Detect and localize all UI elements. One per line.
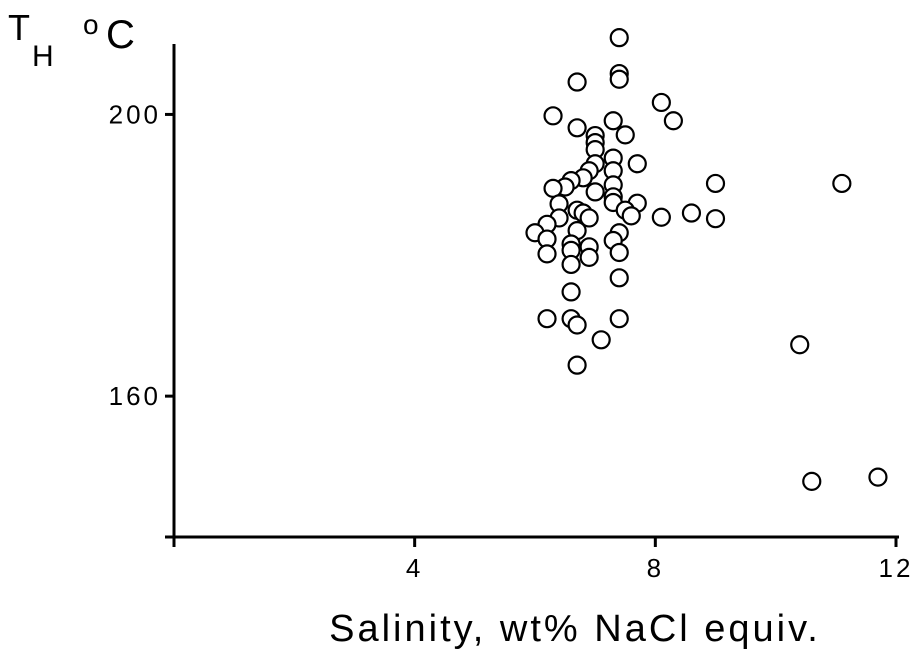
data-point — [567, 118, 587, 138]
data-point — [705, 173, 726, 194]
ticks — [165, 112, 898, 547]
y-tick-label: 200 — [109, 99, 161, 129]
data-point — [663, 111, 683, 131]
data-point — [615, 125, 635, 145]
data-point — [537, 244, 557, 264]
x-tick-label: 8 — [647, 553, 664, 583]
data-point — [567, 72, 587, 92]
data-point — [621, 206, 641, 226]
data-points — [525, 28, 888, 491]
data-point — [561, 254, 581, 275]
data-point — [609, 268, 629, 288]
data-point — [868, 467, 888, 487]
y-axis-label-subscript: H — [32, 40, 54, 73]
data-point — [567, 355, 587, 375]
data-point — [579, 247, 599, 267]
data-point — [651, 92, 671, 113]
data-point — [603, 111, 623, 131]
data-point — [790, 335, 810, 355]
data-point — [609, 28, 629, 48]
y-axis-label-superscript: o — [83, 9, 99, 40]
data-point — [681, 203, 702, 223]
axes — [172, 44, 899, 539]
y-axis-label-main: T — [8, 7, 30, 48]
data-point — [585, 182, 605, 202]
data-point — [561, 282, 581, 302]
data-point — [705, 209, 726, 229]
y-tick-label: 160 — [109, 381, 161, 411]
x-tick-label: 4 — [406, 553, 423, 583]
data-point — [651, 207, 671, 227]
data-point — [832, 173, 852, 194]
x-tick-label: 12 — [879, 553, 914, 583]
data-point — [609, 242, 629, 263]
data-point — [609, 69, 629, 89]
data-point — [567, 315, 587, 335]
data-point — [609, 309, 629, 329]
data-point — [627, 154, 647, 174]
data-point — [579, 208, 599, 228]
tick-labels: 4 8 12 200 160 — [109, 99, 914, 583]
data-point — [591, 330, 611, 350]
data-point — [802, 471, 822, 491]
data-point — [543, 106, 563, 126]
y-axis-label-unit: C — [106, 13, 135, 57]
data-point — [537, 309, 557, 329]
x-axis-label: Salinity, wt% NaCl equiv. — [329, 608, 821, 650]
y-axis-label: T H o C — [8, 7, 135, 73]
